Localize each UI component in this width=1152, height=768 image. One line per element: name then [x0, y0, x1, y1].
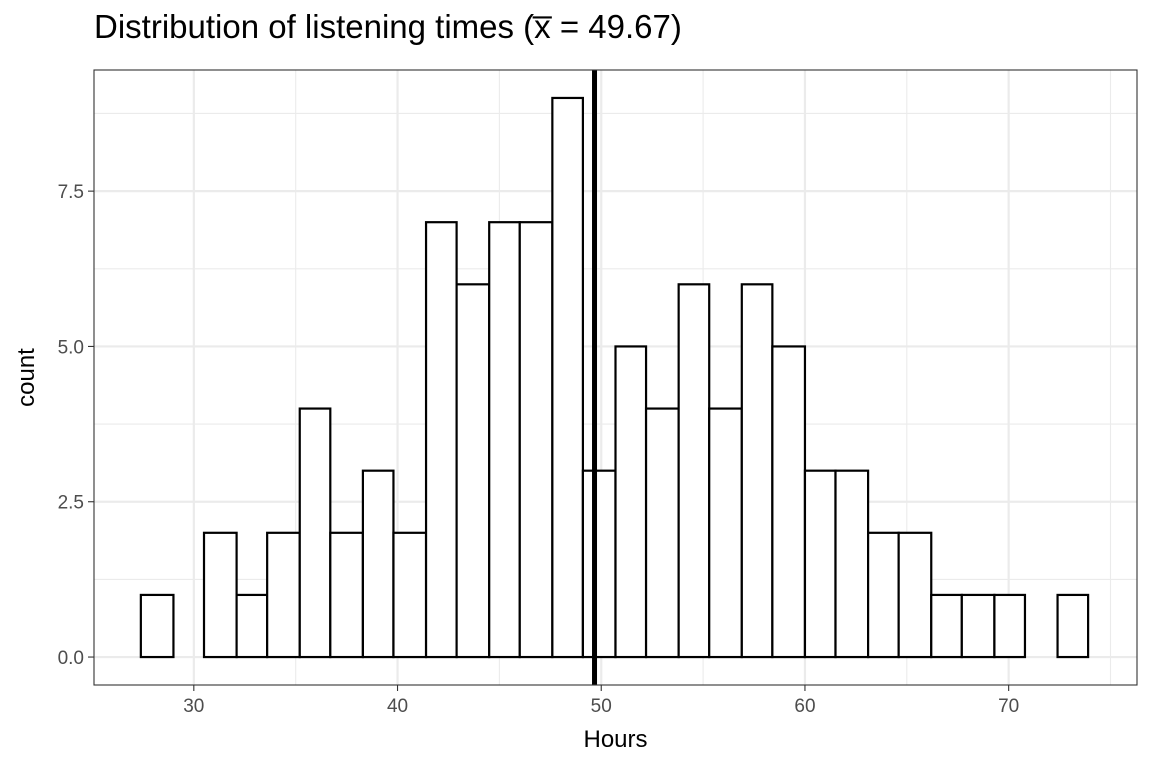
x-tick-label: 50 [591, 696, 612, 717]
histogram-bar [960, 593, 996, 659]
histogram-bar [897, 531, 933, 659]
histogram-bar [834, 469, 870, 659]
x-tick-label: 70 [998, 696, 1019, 717]
histogram-bar [424, 221, 458, 659]
histogram-bar [867, 531, 900, 659]
histogram-bar [614, 345, 648, 659]
x-tick-label: 30 [183, 696, 204, 717]
histogram-bar [930, 593, 963, 659]
histogram-bar [771, 345, 807, 659]
panel-border [93, 69, 1138, 686]
histogram-bar [551, 96, 585, 659]
histogram-bar [677, 283, 711, 659]
histogram-bar [392, 531, 428, 659]
histogram-bar [803, 469, 837, 659]
histogram-bar [266, 531, 301, 659]
y-tick-label: 0.0 [58, 648, 84, 669]
histogram-bar [139, 593, 175, 659]
histogram-bar [361, 469, 395, 659]
histogram-bar [298, 407, 332, 659]
axis-ticks: 30 40 50 60 70 0.0 2.5 5.0 7.5 [58, 182, 1020, 717]
histogram-bar [329, 531, 364, 659]
x-axis-title: Hours [583, 726, 647, 753]
x-tick-label: 60 [794, 696, 815, 717]
histogram-bar [235, 593, 269, 659]
histogram-bar [993, 593, 1027, 659]
y-tick-label: 7.5 [58, 182, 84, 203]
y-axis-title: count [13, 348, 40, 407]
histogram-bar [518, 221, 554, 659]
histogram-bar [740, 283, 774, 659]
histogram-bar [488, 221, 521, 659]
y-tick-label: 5.0 [58, 337, 84, 358]
x-tick-label: 40 [387, 696, 408, 717]
y-tick-label: 2.5 [58, 493, 84, 514]
histogram-bar [202, 531, 238, 659]
histogram-bar [581, 469, 617, 659]
histogram-bar [644, 407, 680, 659]
chart-title: Distribution of listening times (x̅ = 49… [94, 8, 682, 45]
histogram-bar [455, 283, 491, 659]
histogram-bar [708, 407, 743, 659]
histogram-bar [1056, 593, 1090, 659]
histogram-bars [139, 96, 1090, 659]
